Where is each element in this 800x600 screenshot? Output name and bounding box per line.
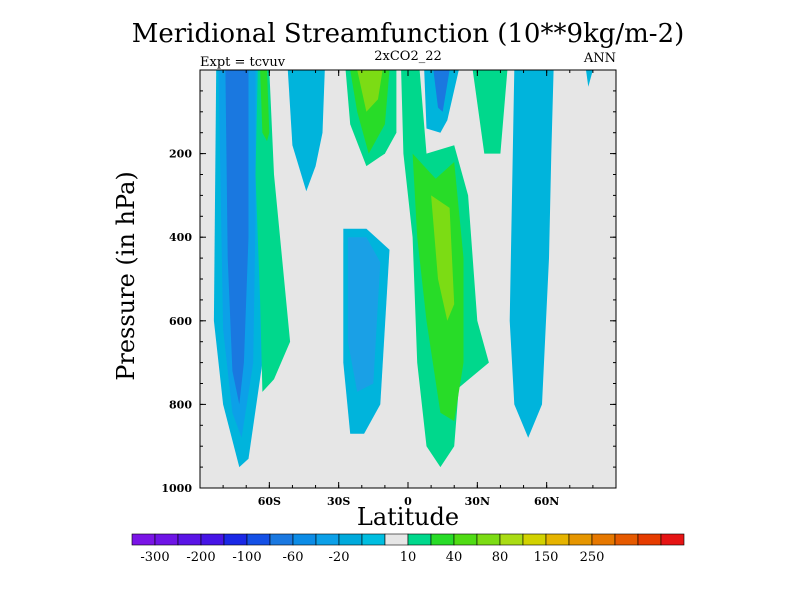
colorbar-box bbox=[591, 533, 616, 546]
colorbar-label: -100 bbox=[232, 550, 261, 565]
colorbar-box bbox=[499, 533, 524, 546]
colorbar-box bbox=[131, 533, 156, 546]
colorbar-box bbox=[177, 533, 202, 546]
x-tick-label: 0 bbox=[404, 495, 412, 508]
season-label: ANN bbox=[583, 51, 616, 66]
contour-region-18 bbox=[586, 70, 593, 87]
plot-area: 60S 30S 0 30N 60N 200 400 600 800 1000 bbox=[161, 69, 617, 508]
colorbar-label: 250 bbox=[580, 550, 605, 565]
y-tick-label: 800 bbox=[169, 398, 192, 411]
x-axis-label: Latitude bbox=[357, 503, 459, 531]
colorbar-box bbox=[200, 533, 225, 546]
colorbar-box bbox=[269, 533, 294, 546]
colorbar-box bbox=[361, 533, 386, 546]
contour-region-12 bbox=[433, 70, 450, 112]
run-label: 2xCO2_22 bbox=[374, 49, 442, 64]
colorbar-box bbox=[154, 533, 179, 546]
colorbar-label: -20 bbox=[329, 550, 350, 565]
colorbar-box bbox=[338, 533, 363, 546]
contour-region-14 bbox=[412, 153, 464, 422]
y-axis-label: Pressure (in hPa) bbox=[112, 171, 140, 381]
x-tick-label: 30N bbox=[465, 495, 490, 508]
contour-region-10 bbox=[357, 70, 383, 112]
x-tick-label: 60S bbox=[258, 495, 281, 508]
colorbar-box bbox=[453, 533, 478, 546]
y-tick-label: 1000 bbox=[161, 482, 192, 495]
y-tick-label: 400 bbox=[169, 231, 192, 244]
experiment-label: Expt = tcvuv bbox=[200, 55, 286, 70]
colorbar-box bbox=[223, 533, 248, 546]
colorbar-box bbox=[315, 533, 340, 546]
colorbar-box bbox=[430, 533, 455, 546]
contour-region-9 bbox=[350, 70, 390, 154]
colorbar-box bbox=[660, 533, 685, 546]
colorbar-label: -60 bbox=[283, 550, 304, 565]
x-tick-label: 30S bbox=[327, 495, 350, 508]
colorbar-box bbox=[246, 533, 271, 546]
colorbar-box bbox=[545, 533, 570, 546]
colorbar-box bbox=[637, 533, 662, 546]
colorbar-label: 10 bbox=[400, 550, 417, 565]
contour-region-17 bbox=[509, 70, 554, 438]
colorbar-box bbox=[292, 533, 317, 546]
y-tick-label: 200 bbox=[169, 148, 192, 161]
colorbar-box bbox=[614, 533, 639, 546]
colorbar-label: 80 bbox=[492, 550, 509, 565]
contour-region-3 bbox=[255, 70, 291, 392]
colorbar-box bbox=[384, 533, 409, 546]
colorbar-label: -300 bbox=[140, 550, 169, 565]
chart-title: Meridional Streamfunction (10**9kg/m-2) bbox=[132, 19, 685, 49]
colorbar-box bbox=[522, 533, 547, 546]
colorbar-box bbox=[476, 533, 501, 546]
colorbar-box bbox=[568, 533, 593, 546]
colorbar: -300 -200 -100 -60 -20 10 40 80 150 250 bbox=[131, 533, 685, 565]
contour-region-16 bbox=[472, 70, 508, 154]
contour-region-4 bbox=[260, 70, 270, 142]
y-tick-label: 600 bbox=[169, 315, 192, 328]
colorbar-label: 40 bbox=[446, 550, 463, 565]
contour-region-15 bbox=[431, 195, 455, 321]
colorbar-box bbox=[407, 533, 432, 546]
x-tick-label: 60N bbox=[534, 495, 559, 508]
colorbar-label: 150 bbox=[534, 550, 559, 565]
contour-region-2 bbox=[225, 70, 249, 405]
contour-region-5 bbox=[287, 70, 325, 192]
colorbar-label: -200 bbox=[186, 550, 215, 565]
contour-region-7 bbox=[347, 237, 381, 392]
